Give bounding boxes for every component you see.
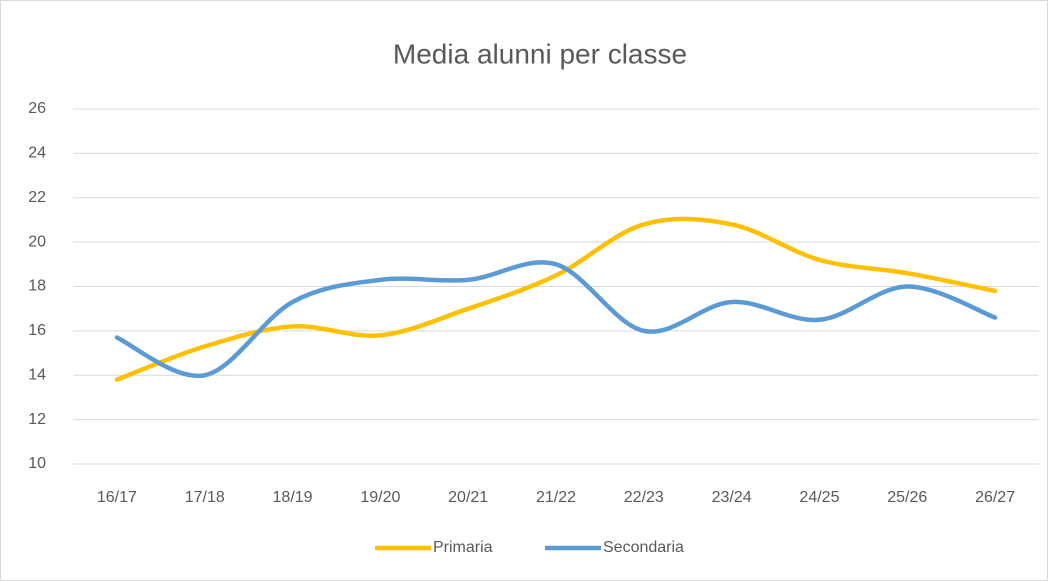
x-tick-label: 19/20 — [360, 489, 400, 506]
x-tick-label: 26/27 — [975, 489, 1015, 506]
x-tick-label: 18/19 — [273, 489, 313, 506]
y-tick-label: 24 — [28, 145, 46, 162]
y-tick-label: 14 — [28, 366, 46, 383]
x-tick-label: 20/21 — [448, 489, 488, 506]
legend-label: Primaria — [433, 539, 493, 556]
x-tick-label: 22/23 — [624, 489, 664, 506]
y-tick-label: 22 — [28, 189, 46, 206]
series-line — [114, 260, 998, 379]
x-tick-label: 17/18 — [185, 489, 225, 506]
x-tick-label: 23/24 — [712, 489, 752, 506]
y-tick-label: 20 — [28, 233, 46, 250]
chart-title: Media alunni per classe — [393, 38, 687, 69]
x-tick-label: 16/17 — [97, 489, 137, 506]
legend-label: Secondaria — [603, 539, 684, 556]
series-line — [114, 216, 998, 382]
x-tick-label: 21/22 — [536, 489, 576, 506]
y-tick-label: 12 — [28, 411, 46, 428]
y-tick-label: 26 — [28, 100, 46, 117]
y-tick-label: 10 — [28, 455, 46, 472]
x-tick-label: 24/25 — [799, 489, 839, 506]
x-tick-label: 25/26 — [887, 489, 927, 506]
y-tick-label: 16 — [28, 322, 46, 339]
y-tick-label: 18 — [28, 278, 46, 295]
